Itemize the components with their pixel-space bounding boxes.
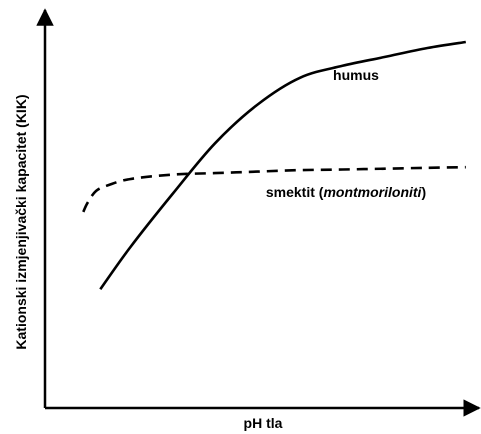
series-line-smektit — [82, 165, 466, 213]
series-label-smektit: smektit (montmoriloniti) — [266, 184, 426, 200]
y-axis-label: Kationski izmjenjivački kapacitet (KIK) — [13, 94, 29, 349]
series-label-humus-text: humus — [333, 67, 379, 83]
series-label-smektit-italic: montmoriloniti — [323, 184, 422, 200]
series-label-humus: humus — [333, 67, 379, 83]
x-axis-label: pH tla — [244, 415, 283, 431]
series-label-smektit-suffix: ) — [421, 184, 426, 200]
plot-area — [82, 40, 467, 291]
series-line-humus — [99, 40, 467, 291]
series-label-smektit-prefix: smektit ( — [266, 184, 324, 200]
